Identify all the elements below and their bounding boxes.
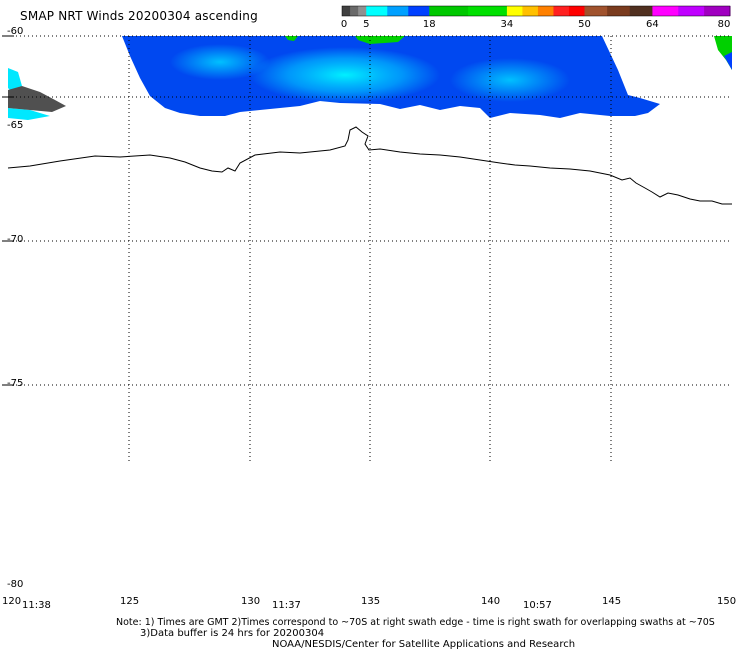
colorbar-swatch <box>652 6 679 16</box>
wind-swath-cyan-core <box>170 44 270 80</box>
colorbar-swatch <box>629 6 653 16</box>
colorbar-tick-label: 50 <box>578 19 591 30</box>
lon-label: 150 <box>717 596 737 607</box>
wind-swath-right <box>724 52 732 70</box>
colorbar-tick-label: 34 <box>501 19 514 30</box>
colorbar-tick-label: 80 <box>718 19 731 30</box>
wind-speed-colorbar: 0 5 18 34 50 64 80 <box>341 5 731 30</box>
colorbar-swatch <box>342 6 351 16</box>
wind-swath-green-patch <box>285 36 298 41</box>
colorbar-swatch <box>704 6 731 16</box>
colorbar-swatch <box>387 6 409 16</box>
lat-label: -60 <box>7 26 24 37</box>
colorbar-swatch <box>537 6 554 16</box>
wind-swath-cyan-core <box>250 47 440 103</box>
colorbar-swatch <box>408 6 430 16</box>
colorbar-swatch <box>553 6 570 16</box>
colorbar-swatch <box>607 6 631 16</box>
colorbar-tick-label: 0 <box>341 19 347 30</box>
lon-label: 120 <box>2 596 22 607</box>
colorbar-tick-label: 5 <box>363 19 369 30</box>
lon-label: 140 <box>481 596 501 607</box>
colorbar-swatch <box>350 6 359 16</box>
note-line-2: 3)Data buffer is 24 hrs for 20200304 <box>140 628 325 639</box>
lon-label: 130 <box>241 596 261 607</box>
swath-time-label: 11:38 <box>22 600 51 611</box>
lat-label: -80 <box>7 579 24 590</box>
colorbar-swatch <box>358 6 367 16</box>
lon-label: 135 <box>361 596 381 607</box>
wind-swath-left <box>8 68 22 90</box>
colorbar-swatch <box>468 6 508 16</box>
colorbar-tick-label: 18 <box>423 19 436 30</box>
wind-swath-green-patch <box>355 36 405 44</box>
swath-time-label: 10:57 <box>523 600 552 611</box>
lat-ticks <box>2 35 14 386</box>
colorbar-swatch <box>522 6 539 16</box>
lat-label: -75 <box>7 378 24 389</box>
lon-label: 145 <box>602 596 622 607</box>
colorbar-swatch <box>568 6 585 16</box>
wind-swath-left-nodata <box>8 86 66 112</box>
swath-time-label: 11:37 <box>272 600 301 611</box>
note-line-1: Note: 1) Times are GMT 2)Times correspon… <box>116 617 715 628</box>
lon-label: 125 <box>120 596 140 607</box>
lat-label: -65 <box>7 120 24 131</box>
lat-lon-grid <box>8 36 732 463</box>
colorbar-swatch <box>584 6 608 16</box>
colorbar-swatch <box>366 6 388 16</box>
lat-label: -70 <box>7 234 24 245</box>
wind-swath-left <box>8 108 50 120</box>
colorbar-swatch <box>678 6 705 16</box>
credit-line: NOAA/NESDIS/Center for Satellite Applica… <box>272 639 576 650</box>
colorbar-swatch <box>429 6 469 16</box>
colorbar-border <box>341 5 731 17</box>
colorbar-tick-label: 64 <box>646 19 659 30</box>
antarctic-coastline <box>7 126 732 205</box>
page-title: SMAP NRT Winds 20200304 ascending <box>20 9 258 23</box>
colorbar-swatch <box>506 6 523 16</box>
wind-swath-cyan-core <box>450 58 570 102</box>
